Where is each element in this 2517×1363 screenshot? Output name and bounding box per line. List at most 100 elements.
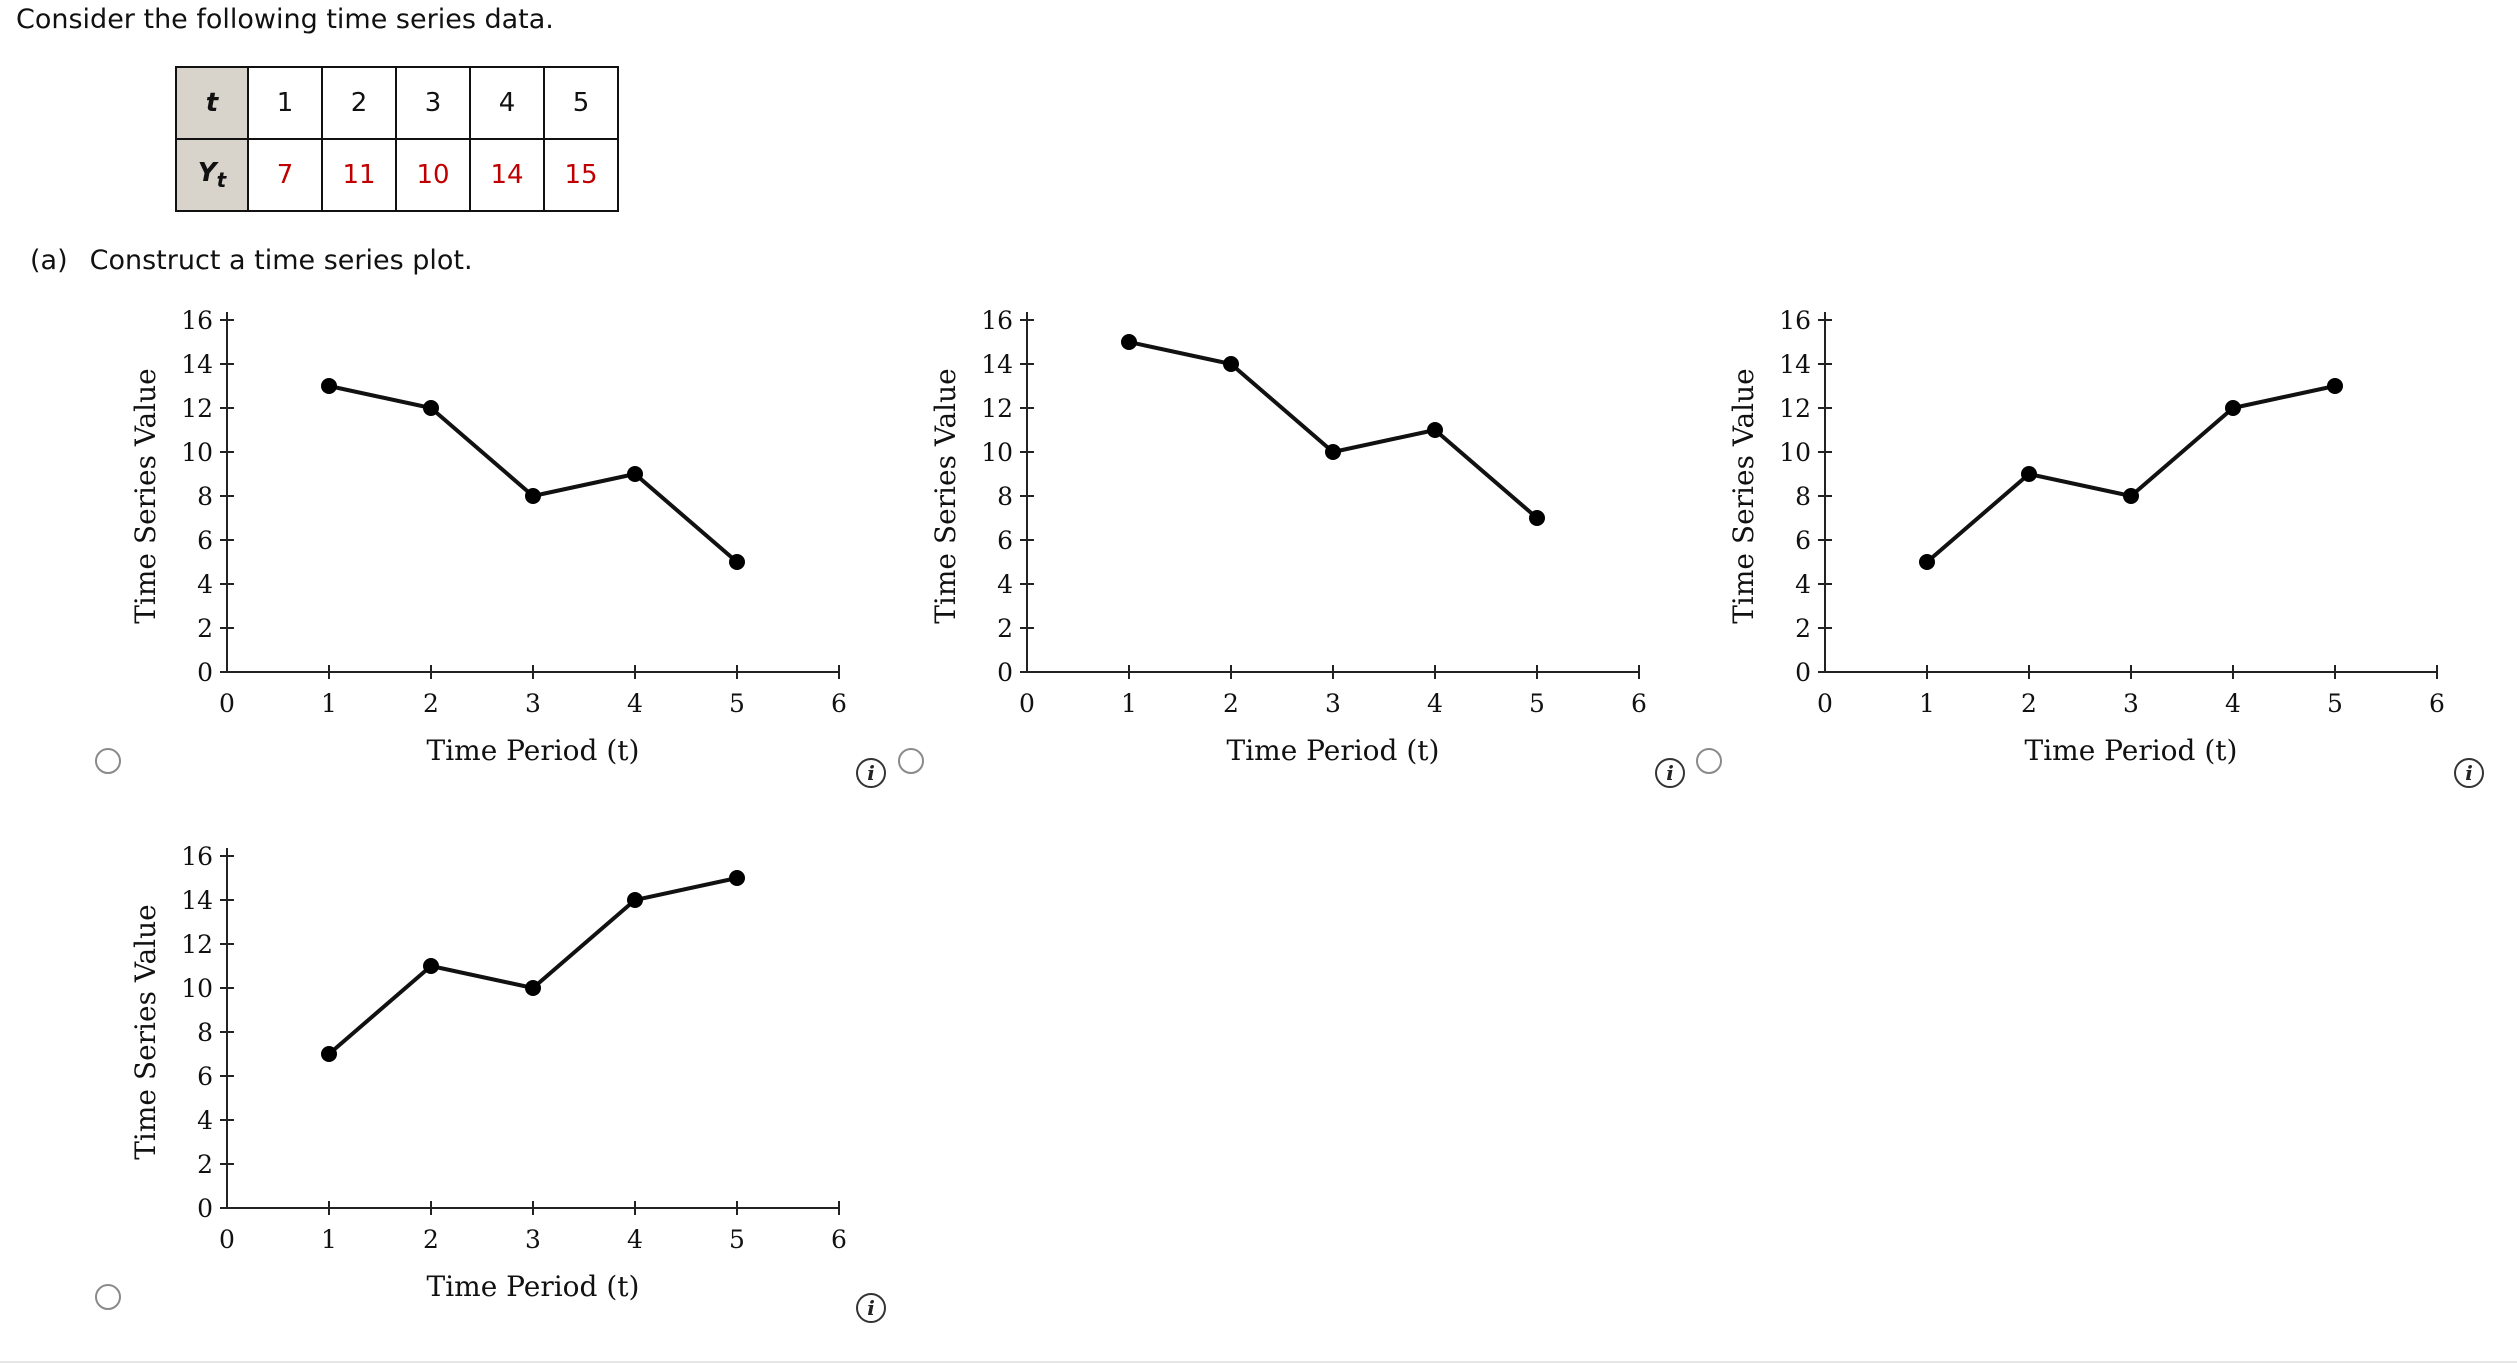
data-point <box>1223 356 1239 372</box>
data-point <box>423 958 439 974</box>
y-tick-label: 6 <box>1795 526 1811 555</box>
x-tick-label: 4 <box>2225 689 2241 718</box>
x-tick-label: 0 <box>1817 689 1833 718</box>
y-tick-label: 2 <box>197 1150 213 1179</box>
t-value: 3 <box>395 66 471 140</box>
x-tick-label: 1 <box>1919 689 1935 718</box>
t-value: 1 <box>247 66 323 140</box>
series-line <box>1128 340 1539 520</box>
data-point <box>1121 334 1137 350</box>
y-tick-label: 0 <box>197 1194 213 1223</box>
option-3-radio[interactable] <box>1696 748 1722 774</box>
t-header: t <box>175 66 249 140</box>
y-axis-title: Time Series Value <box>129 368 162 624</box>
x-axis-title: Time Period (t) <box>427 734 640 767</box>
info-icon[interactable]: i <box>1655 758 1685 788</box>
x-axis-title: Time Period (t) <box>427 1270 640 1303</box>
series-line <box>328 384 739 564</box>
y-tick-label: 4 <box>197 1106 213 1135</box>
y-axis-title: Time Series Value <box>1727 368 1760 624</box>
y-tick-label: 8 <box>1795 482 1811 511</box>
y-tick-label: 12 <box>981 394 1013 423</box>
y-value: 15 <box>543 138 619 212</box>
y-header-symbol: Y <box>197 157 217 188</box>
x-tick-label: 4 <box>627 689 643 718</box>
x-tick-label: 2 <box>423 689 439 718</box>
y-axis-title: Time Series Value <box>929 368 962 624</box>
y-value: 7 <box>247 138 323 212</box>
y-tick-label: 16 <box>181 842 213 871</box>
x-tick-label: 0 <box>219 689 235 718</box>
y-tick-label: 2 <box>197 614 213 643</box>
y-tick-label: 8 <box>197 1018 213 1047</box>
x-tick-label: 0 <box>219 1225 235 1254</box>
x-tick-label: 3 <box>525 1225 541 1254</box>
y-tick-label: 0 <box>1795 658 1811 687</box>
option-4-radio[interactable] <box>95 1284 121 1310</box>
data-point <box>1529 510 1545 526</box>
data-point <box>2021 466 2037 482</box>
data-point <box>423 400 439 416</box>
y-tick-label: 8 <box>197 482 213 511</box>
y-tick-label: 6 <box>197 1062 213 1091</box>
data-point <box>321 378 337 394</box>
y-tick-label: 10 <box>981 438 1013 467</box>
info-icon[interactable]: i <box>856 1293 886 1323</box>
y-header-subscript: t <box>216 168 227 193</box>
series-line <box>327 876 738 1056</box>
y-tick-label: 16 <box>1779 306 1811 335</box>
x-tick-label: 5 <box>1529 689 1545 718</box>
data-point <box>627 466 643 482</box>
x-tick-label: 5 <box>2327 689 2343 718</box>
x-tick-label: 6 <box>1631 689 1647 718</box>
data-point <box>1325 444 1341 460</box>
y-tick-label: 14 <box>181 350 213 379</box>
option-2-radio[interactable] <box>898 748 924 774</box>
y-tick-label: 6 <box>997 526 1013 555</box>
y-tick-label: 10 <box>181 974 213 1003</box>
x-tick-label: 1 <box>321 689 337 718</box>
y-tick-label: 8 <box>997 482 1013 511</box>
x-tick-label: 2 <box>2021 689 2037 718</box>
y-value: 11 <box>321 138 397 212</box>
part-a-tag: (a) <box>30 245 68 276</box>
data-point <box>525 488 541 504</box>
data-point <box>2225 400 2241 416</box>
x-tick-label: 1 <box>1121 689 1137 718</box>
x-tick-label: 1 <box>321 1225 337 1254</box>
t-value: 5 <box>543 66 619 140</box>
t-value: 2 <box>321 66 397 140</box>
x-axis-title: Time Period (t) <box>1227 734 1440 767</box>
y-tick-label: 10 <box>181 438 213 467</box>
y-tick-label: 0 <box>197 658 213 687</box>
y-tick-label: 2 <box>997 614 1013 643</box>
data-point <box>729 870 745 886</box>
y-axis-title: Time Series Value <box>129 904 162 1160</box>
data-point <box>627 892 643 908</box>
y-tick-label: 10 <box>1779 438 1811 467</box>
x-tick-label: 6 <box>831 1225 847 1254</box>
info-icon[interactable]: i <box>2454 758 2484 788</box>
y-tick-label: 14 <box>1779 350 1811 379</box>
x-tick-label: 3 <box>525 689 541 718</box>
y-tick-label: 16 <box>181 306 213 335</box>
y-tick-label: 6 <box>197 526 213 555</box>
t-value: 4 <box>469 66 545 140</box>
x-tick-label: 2 <box>1223 689 1239 718</box>
x-tick-label: 3 <box>1325 689 1341 718</box>
y-value: 10 <box>395 138 471 212</box>
info-icon[interactable]: i <box>856 758 886 788</box>
y-tick-label: 12 <box>1779 394 1811 423</box>
x-axis-title: Time Period (t) <box>2025 734 2238 767</box>
x-tick-label: 5 <box>729 1225 745 1254</box>
data-point <box>729 554 745 570</box>
x-tick-label: 6 <box>2429 689 2445 718</box>
data-point <box>525 980 541 996</box>
time-series-table: t 1 2 3 4 5 Yt 7 11 10 14 15 <box>175 66 619 212</box>
y-header: Yt <box>175 138 249 212</box>
option-1-radio[interactable] <box>95 748 121 774</box>
y-tick-label: 2 <box>1795 614 1811 643</box>
part-a-prompt: (a) Construct a time series plot. <box>30 245 473 276</box>
